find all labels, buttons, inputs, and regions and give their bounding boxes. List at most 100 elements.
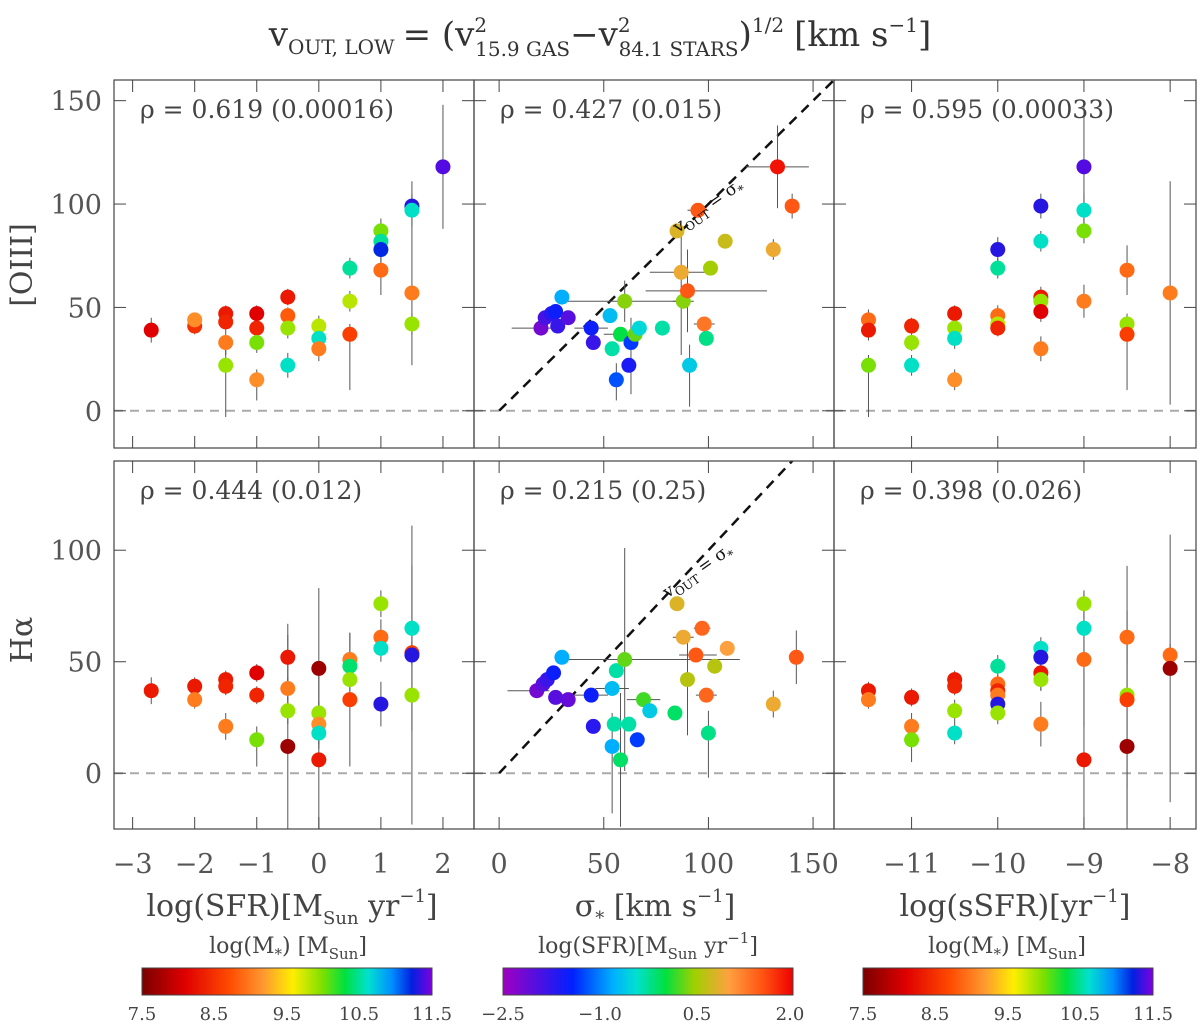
data-point bbox=[1076, 202, 1092, 218]
panel-plot-area bbox=[474, 80, 834, 412]
data-point bbox=[1076, 596, 1092, 612]
data-point bbox=[249, 665, 265, 681]
data-point bbox=[1119, 738, 1135, 754]
data-point bbox=[373, 262, 389, 278]
data-point bbox=[679, 283, 695, 299]
y-tick-label: 150 bbox=[50, 87, 102, 118]
one-to-one-label: vOUT = σ* bbox=[669, 175, 749, 240]
data-point bbox=[373, 640, 389, 656]
cb2-title-sub: * bbox=[994, 945, 1002, 963]
data-point bbox=[636, 692, 652, 708]
x-title-sfr-post: yr bbox=[359, 889, 400, 924]
data-point bbox=[860, 312, 876, 328]
data-point bbox=[548, 689, 564, 705]
data-point bbox=[249, 372, 265, 388]
row-label-halpha-main: H bbox=[5, 637, 40, 663]
data-point bbox=[311, 725, 327, 741]
title-sup3: 1/2 bbox=[752, 13, 784, 37]
colorbar-gradient-sfr bbox=[502, 967, 794, 996]
data-point bbox=[788, 649, 804, 665]
cb0-tick-1: 8.5 bbox=[200, 1004, 229, 1025]
cb2-tick-4: 11.5 bbox=[1133, 1004, 1173, 1025]
data-point bbox=[560, 692, 576, 708]
correlation-label: ρ = 0.427 (0.015) bbox=[500, 95, 722, 124]
correlation-label: ρ = 0.444 (0.012) bbox=[140, 476, 362, 505]
data-point bbox=[621, 357, 637, 373]
data-point bbox=[404, 620, 420, 636]
panel-frame bbox=[833, 460, 1197, 830]
figure-title: vOUT, LOW = (v2 15.9 GAS−v2 84.1 STARS)1/2[… bbox=[268, 13, 931, 61]
x-title-sfr-end: ] bbox=[426, 889, 438, 924]
title-sub1: 15.9 GAS bbox=[475, 37, 570, 61]
cb2-tick-0: 7.5 bbox=[849, 1004, 878, 1025]
data-point bbox=[435, 159, 451, 175]
colorbar-title-sfr: log(SFR)[MSun yr−1] bbox=[538, 929, 758, 963]
x-tick-label: −9 bbox=[1064, 849, 1104, 880]
y-tick-label: 0 bbox=[85, 759, 102, 790]
data-point bbox=[342, 326, 358, 342]
data-point bbox=[1033, 649, 1049, 665]
data-point bbox=[373, 242, 389, 258]
x-title-ssfr-pre: log(sSFR)[yr bbox=[900, 889, 1093, 924]
data-point bbox=[675, 629, 691, 645]
data-point bbox=[404, 687, 420, 703]
title-sup2: 2 bbox=[618, 13, 631, 37]
x-title-sigma: σ* [km s−1] bbox=[575, 886, 736, 929]
x-tick-label: −2 bbox=[175, 849, 215, 880]
data-point bbox=[218, 314, 234, 330]
panel-bottom-left: −3 −2 −1 0 1 2 0 50 100 ρ = 0.444 (0.012) bbox=[50, 460, 475, 880]
data-point bbox=[765, 242, 781, 258]
data-point bbox=[187, 678, 203, 694]
data-point bbox=[187, 692, 203, 708]
data-point bbox=[249, 306, 265, 322]
title-minus: −v bbox=[570, 15, 618, 55]
data-point bbox=[311, 705, 327, 721]
data-point bbox=[373, 596, 389, 612]
data-point bbox=[280, 738, 296, 754]
data-point bbox=[280, 308, 296, 324]
row-label-halpha: Hα bbox=[5, 617, 40, 663]
data-point bbox=[373, 223, 389, 239]
data-point bbox=[947, 306, 963, 322]
data-point bbox=[585, 335, 601, 351]
panel-plot-area bbox=[834, 534, 1196, 829]
data-point bbox=[280, 357, 296, 373]
one-to-one-line bbox=[498, 80, 834, 412]
one-to-one-label: vOUT = σ* bbox=[658, 540, 738, 605]
data-point bbox=[1119, 326, 1135, 342]
data-point bbox=[583, 320, 599, 336]
data-point bbox=[1119, 692, 1135, 708]
data-point bbox=[860, 692, 876, 708]
data-point bbox=[703, 260, 719, 276]
title-eq: = (v bbox=[403, 15, 476, 55]
data-point bbox=[673, 264, 689, 280]
cb2-title-post: ) [M bbox=[1001, 934, 1048, 959]
data-point bbox=[1162, 647, 1178, 663]
data-point bbox=[311, 330, 327, 346]
data-point bbox=[249, 335, 265, 351]
data-point bbox=[1076, 752, 1092, 768]
data-point bbox=[698, 687, 714, 703]
data-point bbox=[904, 732, 920, 748]
x-title-sfr-sup: −1 bbox=[399, 886, 426, 907]
data-point bbox=[218, 678, 234, 694]
data-point bbox=[280, 289, 296, 305]
data-point bbox=[642, 703, 658, 719]
data-point bbox=[990, 260, 1006, 276]
data-point bbox=[765, 696, 781, 712]
data-point bbox=[629, 732, 645, 748]
data-point bbox=[1119, 629, 1135, 645]
x-title-ssfr-sup: −1 bbox=[1092, 886, 1119, 907]
data-point bbox=[669, 596, 685, 612]
data-point bbox=[1076, 159, 1092, 175]
data-point bbox=[1033, 293, 1049, 309]
data-point bbox=[947, 330, 963, 346]
cb1-title-pre: log(SFR)[M bbox=[538, 934, 668, 959]
x-title-sfr: log(SFR)[MSun yr−1] bbox=[146, 886, 437, 929]
data-point bbox=[548, 304, 564, 320]
data-point bbox=[667, 705, 683, 721]
x-tick-label: −11 bbox=[883, 849, 940, 880]
data-point bbox=[311, 752, 327, 768]
x-tick-label: −3 bbox=[113, 849, 153, 880]
